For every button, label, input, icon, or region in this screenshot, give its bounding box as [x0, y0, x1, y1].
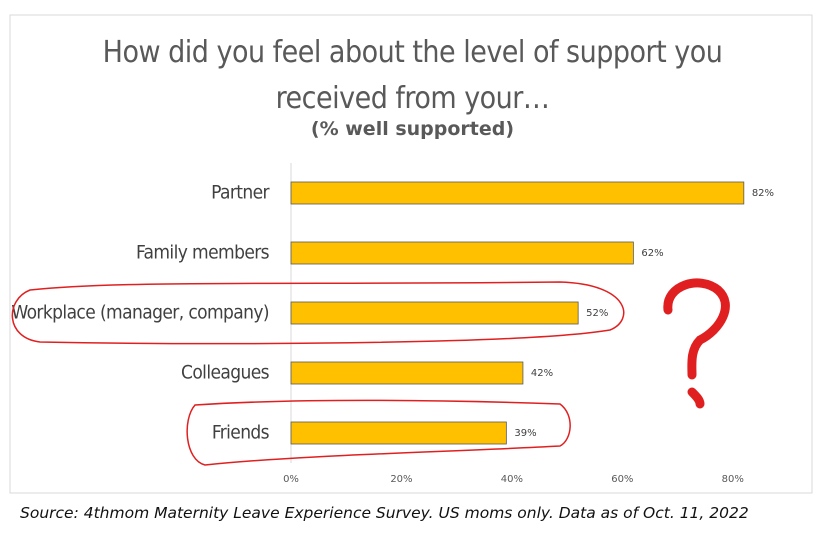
highlight-circle: [11, 281, 625, 345]
chart-title: How did you feel about the level of supp…: [102, 35, 723, 116]
bar: [290, 301, 579, 325]
question-mark: [663, 278, 730, 409]
source-note: Source: 4thmom Maternity Leave Experienc…: [20, 504, 749, 522]
y-tick-label: Friends: [212, 422, 270, 444]
highlight-circle: [186, 399, 571, 466]
y-tick-label: Colleagues: [181, 362, 270, 384]
x-tick-label: 40%: [501, 474, 523, 485]
data-label: 39%: [514, 428, 536, 439]
y-tick-label: Family members: [136, 242, 270, 264]
annotation: [11, 278, 730, 466]
data-label: 42%: [531, 368, 553, 379]
bar: [290, 421, 507, 445]
x-tick-label: 20%: [390, 474, 412, 485]
data-label: 62%: [641, 248, 663, 259]
x-tick-label: 0%: [283, 474, 299, 485]
x-tick-label: 80%: [722, 474, 744, 485]
chart-subtitle: (% well supported): [310, 118, 515, 140]
bar: [290, 241, 634, 265]
plot: 0% 20% 40% 60% 80% Partner 82% Family members 62…: [11, 182, 774, 486]
y-tick-label: Workplace (manager, company): [11, 302, 269, 324]
bar: [290, 361, 524, 385]
data-label: 52%: [586, 308, 608, 319]
y-tick-label: Partner: [211, 182, 270, 204]
data-label: 82%: [752, 188, 774, 199]
bar: [290, 181, 745, 205]
x-tick-label: 60%: [611, 474, 633, 485]
chart-border: [9, 14, 813, 494]
